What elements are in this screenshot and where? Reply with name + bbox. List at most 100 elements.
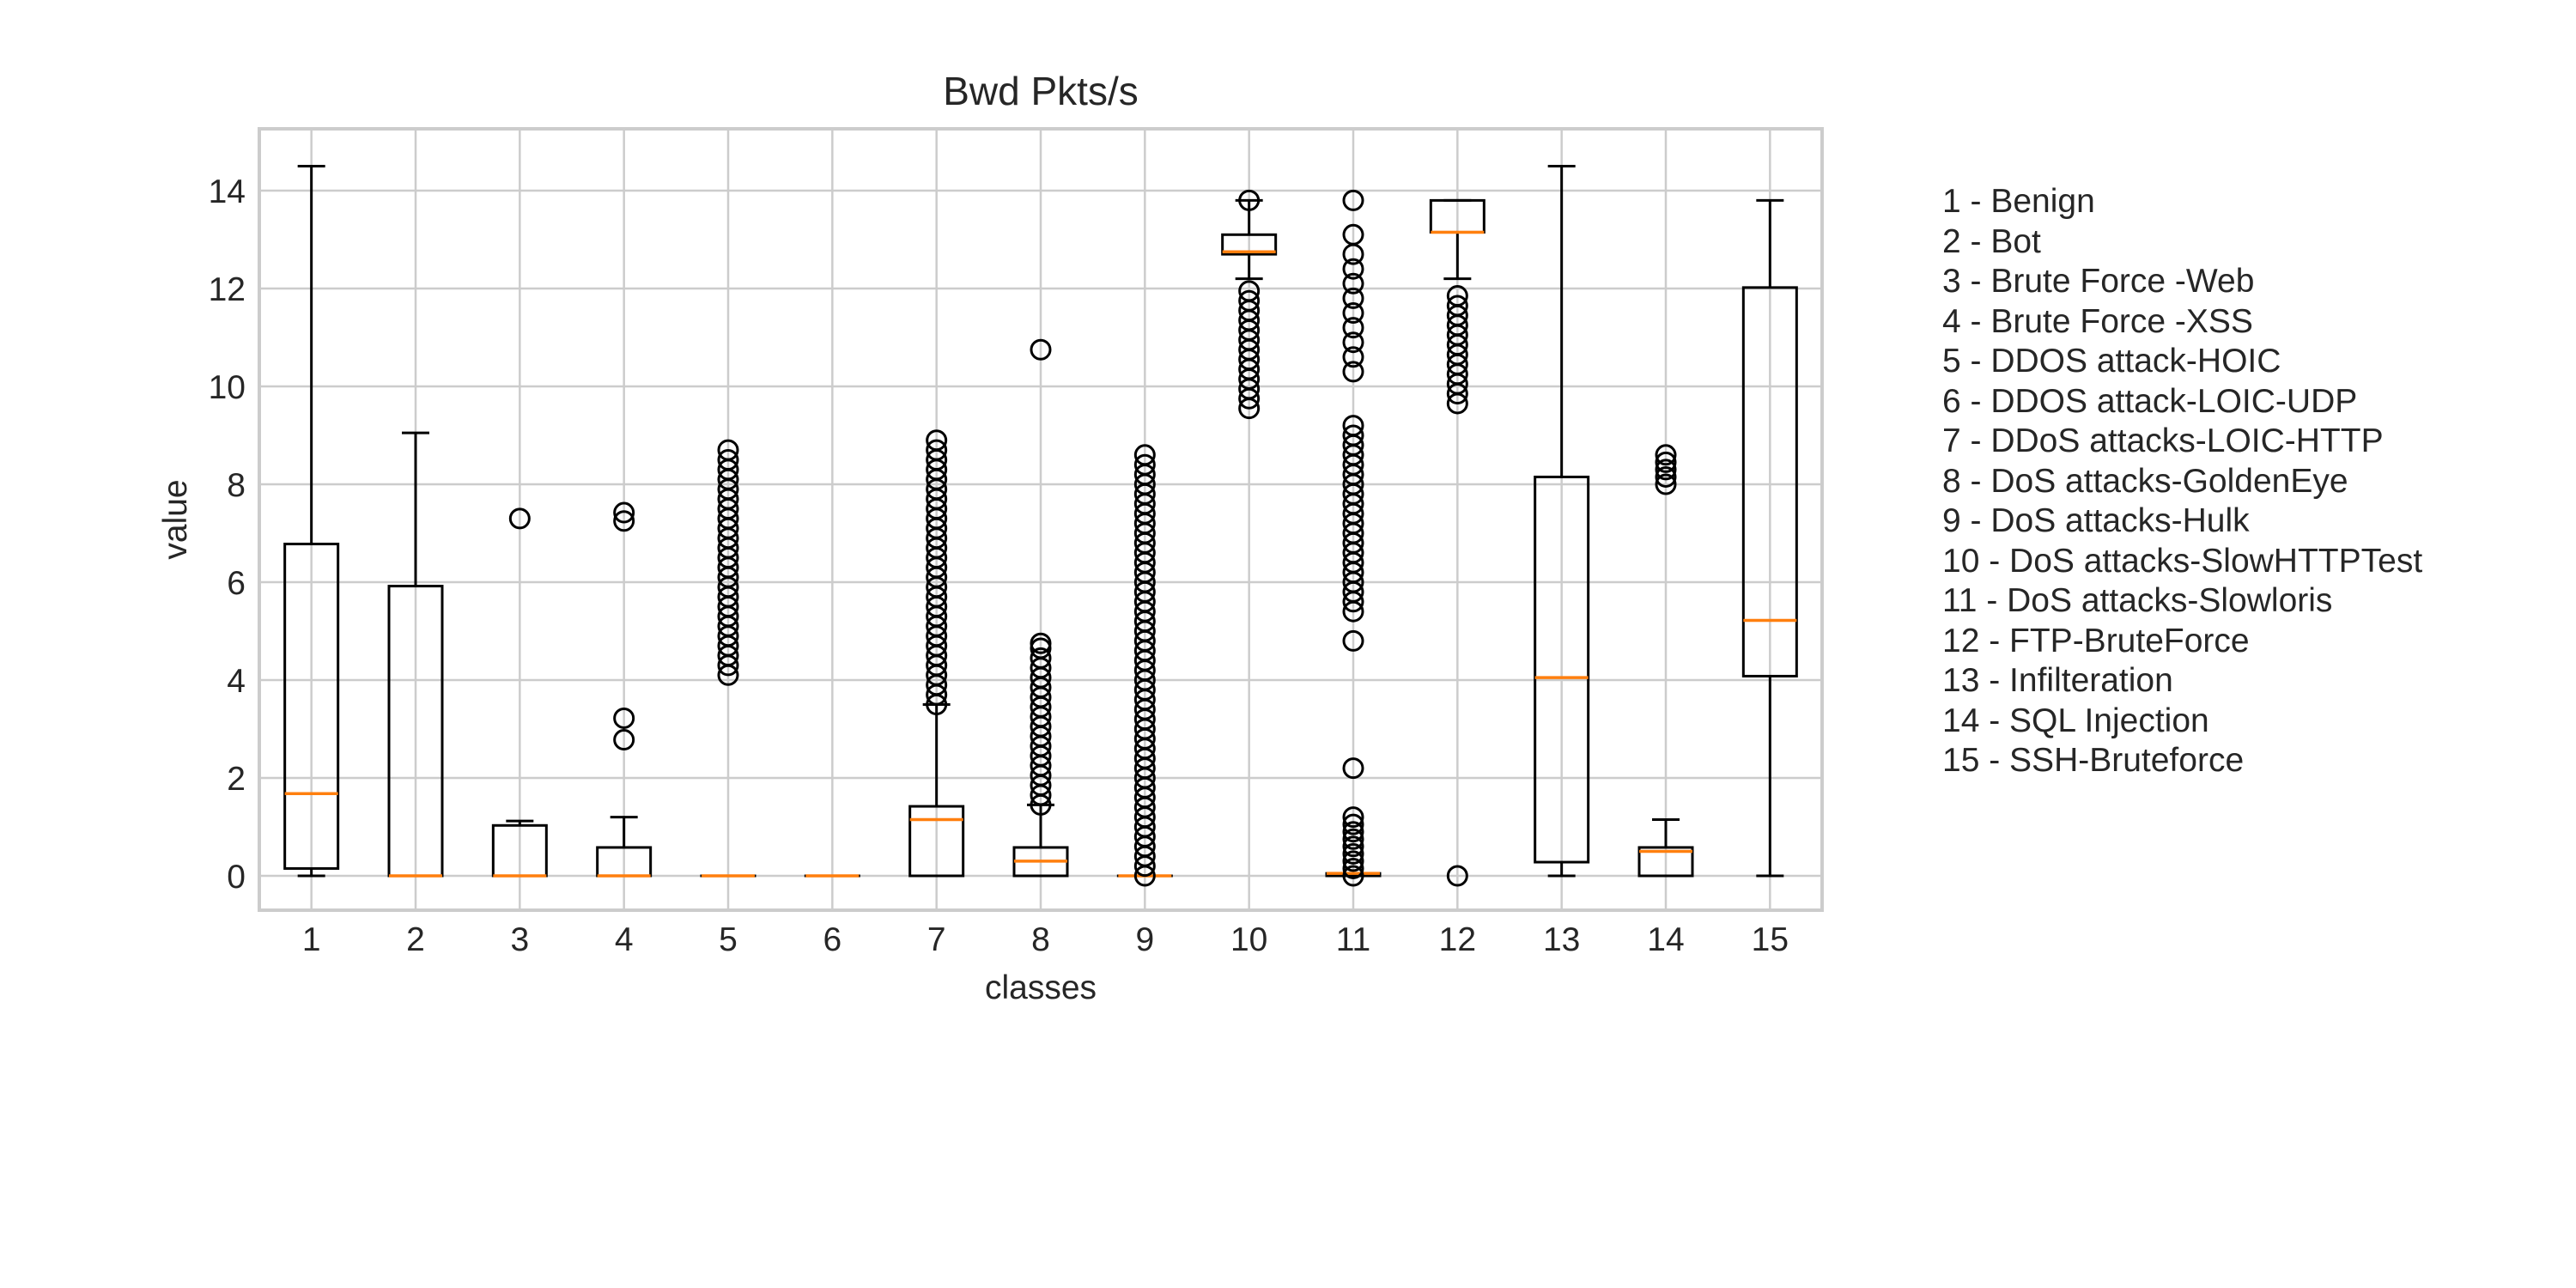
iqr-box — [1637, 846, 1694, 878]
outlier-point — [1342, 302, 1364, 324]
outlier-point — [1342, 865, 1364, 887]
iqr-box — [908, 805, 965, 878]
box-group-class-1 — [283, 165, 340, 878]
x-tick-label: 13 — [1543, 921, 1580, 958]
outlier-point — [1133, 453, 1156, 476]
x-tick-label: 8 — [1031, 921, 1050, 958]
x-tick-label: 6 — [823, 921, 841, 958]
outlier-point — [1342, 317, 1364, 339]
outlier-point — [1446, 285, 1468, 307]
legend-item: 5 - DDOS attack-HOIC — [1942, 343, 2281, 380]
outlier-point — [613, 729, 635, 751]
outlier-point — [1342, 828, 1364, 850]
outlier-point — [1030, 632, 1052, 654]
outlier-point — [1342, 361, 1364, 383]
legend-item: 7 - DDoS attacks-LOIC-HTTP — [1942, 422, 2384, 459]
outlier-point — [926, 429, 948, 452]
legend-item: 6 - DDOS attack-LOIC-UDP — [1942, 382, 2358, 420]
legend: 1 - Benign 2 - Bot 3 - Brute Force -Web 4 -… — [1942, 182, 2422, 781]
outlier-point — [1342, 189, 1364, 211]
y-axis-label: value — [157, 479, 194, 559]
chart-title: Bwd Pkts/s — [943, 69, 1139, 113]
outlier-point — [717, 449, 739, 471]
outlier-point — [717, 439, 739, 461]
legend-item: 15 - SSH-Bruteforce — [1942, 742, 2245, 779]
outlier-point — [1342, 757, 1364, 780]
box-group-class-9 — [1116, 444, 1173, 887]
y-tick-label: 10 — [209, 369, 246, 406]
outlier-point — [1342, 331, 1364, 354]
outlier-point — [1133, 444, 1156, 466]
outlier-point — [1655, 473, 1677, 495]
outlier-point — [1342, 835, 1364, 858]
x-tick-label: 7 — [927, 921, 946, 958]
legend-item: 9 - DoS attacks-Hulk — [1942, 502, 2250, 539]
y-tick-label: 6 — [227, 565, 246, 602]
box-group-class-3 — [491, 507, 548, 878]
box-group-class-4 — [596, 501, 653, 878]
legend-item: 12 - FTP-BruteForce — [1942, 622, 2250, 659]
outlier-point — [613, 501, 635, 524]
y-tick-label: 4 — [227, 663, 246, 700]
iqr-box — [283, 543, 340, 870]
outlier-point — [1030, 338, 1052, 361]
outlier-point — [1655, 465, 1677, 488]
outlier-point — [1342, 857, 1364, 879]
outlier-point — [1655, 451, 1677, 473]
outlier-point — [613, 707, 635, 729]
legend-item: 11 - DoS attacks-Slowloris — [1942, 582, 2333, 619]
outlier-point — [1030, 647, 1052, 669]
outlier-point — [1342, 424, 1364, 447]
legend-item: 14 - SQL Injection — [1942, 702, 2209, 739]
outlier-point — [1238, 280, 1261, 302]
outlier-point — [1342, 415, 1364, 437]
y-tick-label: 14 — [209, 173, 246, 210]
outlier-point — [1342, 813, 1364, 835]
iqr-box — [1221, 233, 1278, 256]
box-group-class-7 — [908, 429, 965, 878]
box-group-class-11 — [1325, 189, 1382, 887]
x-tick-label: 9 — [1135, 921, 1154, 958]
legend-item: 3 - Brute Force -Web — [1942, 263, 2255, 300]
outlier-point — [1655, 444, 1677, 466]
outlier-point — [1655, 459, 1677, 481]
outlier-point — [926, 439, 948, 461]
outlier-point — [1342, 258, 1364, 280]
legend-item: 10 - DoS attacks-SlowHTTPTest — [1942, 542, 2423, 580]
outlier-point — [1446, 865, 1468, 887]
outlier-point — [1238, 289, 1261, 312]
outlier-point — [1342, 806, 1364, 829]
y-tick-label: 2 — [227, 761, 246, 798]
legend-item: 8 - DoS attacks-GoldenEye — [1942, 462, 2348, 500]
x-tick-label: 3 — [510, 921, 529, 958]
x-tick-label: 2 — [406, 921, 425, 958]
box-group-class-8 — [1012, 338, 1069, 878]
outlier-point — [1342, 842, 1364, 865]
legend-item: 2 - Bot — [1942, 222, 2041, 260]
x-tick-label: 5 — [719, 921, 738, 958]
box-group-class-2 — [387, 431, 444, 878]
y-tick-label: 12 — [209, 271, 246, 308]
box-group-class-10 — [1221, 189, 1278, 420]
outlier-point — [1342, 629, 1364, 652]
outlier-point — [1342, 287, 1364, 309]
outlier-point — [613, 510, 635, 532]
outlier-point — [1342, 850, 1364, 872]
legend-item: 4 - Brute Force -XSS — [1942, 302, 2253, 340]
box-group-class-13 — [1534, 165, 1590, 878]
iqr-box — [1741, 286, 1798, 677]
outlier-point — [1342, 346, 1364, 368]
outlier-point — [1342, 821, 1364, 843]
x-tick-label: 14 — [1647, 921, 1684, 958]
box-group-class-12 — [1429, 198, 1485, 887]
box-group-class-14 — [1637, 444, 1694, 878]
outlier-point — [1342, 223, 1364, 246]
outlier-point — [1342, 272, 1364, 295]
legend-item: 1 - Benign — [1942, 183, 2095, 220]
plot-frame — [258, 127, 1824, 912]
boxes — [283, 165, 1798, 887]
x-tick-label: 1 — [302, 921, 321, 958]
y-tick-label: 0 — [227, 859, 246, 896]
